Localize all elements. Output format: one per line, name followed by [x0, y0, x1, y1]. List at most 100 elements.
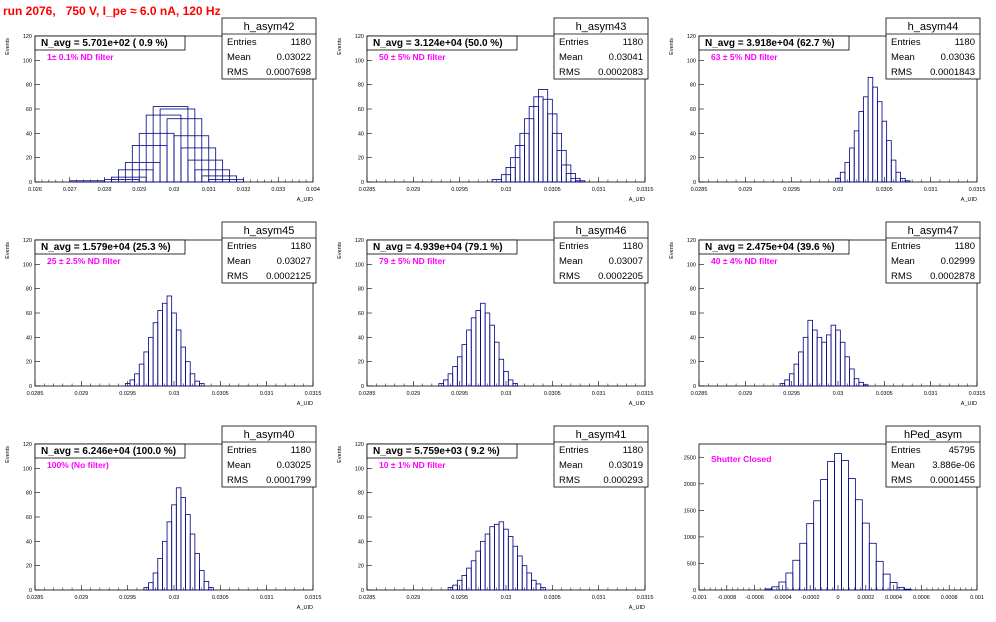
y-tick-label: 0	[693, 180, 696, 186]
stats-value: 1180	[623, 241, 643, 252]
histogram-bin	[858, 381, 864, 387]
histogram-bin	[890, 159, 897, 183]
x-tick-label: 0.03	[169, 187, 180, 193]
histogram-bin	[199, 383, 205, 387]
x-tick-label: 0	[836, 595, 839, 601]
y-tick-label: 120	[355, 238, 364, 244]
histogram-bin	[863, 384, 869, 387]
histogram-bin	[868, 542, 877, 591]
navg-label: N_avg = 2.475e+04 (39.6 %)	[705, 242, 835, 253]
y-tick-label: 60	[690, 107, 696, 113]
stats-key: Entries	[559, 445, 589, 456]
navg-box	[366, 443, 518, 459]
histogram-bin	[189, 373, 196, 387]
y-tick-label: 40	[690, 131, 696, 137]
y-tick-label: 120	[355, 442, 364, 448]
histogram-bin	[494, 341, 500, 387]
navg-label: N_avg = 6.246e+04 (100.0 %)	[41, 446, 176, 457]
histogram-bin	[875, 560, 884, 591]
histogram-bin	[771, 586, 780, 591]
histogram-bin	[208, 587, 214, 591]
x-tick-label: 0.029	[738, 187, 752, 193]
x-tick-label: 0.0285	[359, 187, 376, 193]
x-tick-label: 0.0008	[941, 595, 958, 601]
filter-label: 50 ± 5% ND filter	[379, 52, 446, 62]
x-tick-label: 0.029	[738, 391, 752, 397]
histogram-bin	[802, 336, 809, 387]
stats-key: Mean	[227, 52, 251, 63]
y-axis-label: Events	[5, 242, 11, 259]
x-tick-label: -0.001	[691, 595, 707, 601]
x-tick-label: 0.032	[237, 187, 251, 193]
histogram-bin	[173, 135, 210, 183]
stats-value: 1180	[291, 445, 311, 456]
histogram-bin	[844, 356, 850, 387]
y-tick-label: 100	[23, 466, 32, 472]
histogram-bin	[157, 310, 163, 387]
y-tick-label: 60	[26, 311, 32, 317]
histogram-bin	[521, 565, 528, 591]
y-tick-label: 0	[361, 180, 364, 186]
histogram-bin	[484, 312, 491, 387]
stats-key: RMS	[559, 475, 580, 486]
y-tick-label: 40	[358, 539, 364, 545]
x-tick-label: 0.031	[202, 187, 216, 193]
y-tick-label: 120	[23, 238, 32, 244]
run-title: run 2076, 750 V, I_pe ≈ 6.0 nA, 120 Hz	[3, 4, 221, 18]
stats-box	[885, 221, 981, 284]
y-axis-label: Events	[5, 38, 11, 55]
histogram-bin	[503, 370, 509, 387]
x-tick-label: 0.029	[74, 595, 88, 601]
navg-box	[34, 35, 186, 51]
histogram-bin	[480, 302, 486, 387]
stats-key: Entries	[559, 37, 589, 48]
stats-box	[553, 221, 649, 284]
navg-box	[698, 35, 850, 51]
y-tick-label: 120	[23, 442, 32, 448]
histogram-bin	[194, 553, 200, 591]
y-tick-label: 100	[355, 466, 364, 472]
stats-key: Mean	[891, 460, 915, 471]
navg-label: N_avg = 5.759e+03 ( 9.2 %)	[373, 446, 500, 457]
y-tick-label: 0	[693, 384, 696, 390]
histogram-bin	[69, 180, 105, 183]
x-tick-label: 0.031	[260, 391, 274, 397]
histogram-bin	[839, 341, 846, 387]
filter-label: 63 ± 5% ND filter	[711, 52, 778, 62]
filter-label: 40 ± 4% ND filter	[711, 256, 778, 266]
histogram-bin	[889, 582, 898, 591]
histogram-bin	[853, 130, 860, 183]
histogram-bin	[863, 96, 869, 183]
histogram-bin	[166, 521, 173, 591]
stats-value: 0.0001455	[930, 475, 975, 486]
x-tick-label: 0.0315	[637, 391, 654, 397]
x-tick-label: 0.027	[63, 187, 77, 193]
x-tick-label: 0.028	[98, 187, 112, 193]
histogram-bin	[118, 169, 154, 183]
histogram-bin	[124, 162, 161, 183]
navg-label: N_avg = 3.918e+04 (62.7 %)	[705, 38, 835, 49]
histogram-bin	[784, 379, 790, 387]
histogram-bin	[799, 542, 808, 591]
filter-label: 25 ± 2.5% ND filter	[47, 256, 121, 266]
histogram-bin	[208, 179, 244, 183]
x-tick-label: 0.031	[592, 595, 606, 601]
y-tick-label: 0	[29, 588, 32, 594]
x-tick-label: 0.033	[271, 187, 285, 193]
y-tick-label: 40	[26, 131, 32, 137]
histogram-bin	[145, 114, 182, 183]
x-tick-label: 0.0295	[783, 391, 800, 397]
y-tick-label: 20	[690, 156, 696, 162]
y-tick-label: 100	[355, 58, 364, 64]
y-tick-label: 120	[687, 238, 696, 244]
histogram-name: h_asym44	[908, 21, 959, 33]
histogram-bin	[484, 533, 491, 591]
x-tick-label: 0.0305	[212, 391, 229, 397]
histogram-bin	[494, 523, 500, 591]
histogram-panel-h_asym43: 0.0285 0.029 0.0295 0.03 0.0305 0.031 0.0315 0 2…	[337, 17, 653, 203]
x-tick-label: 0.031	[592, 391, 606, 397]
histogram-bin	[793, 363, 800, 387]
x-tick-label: 0.0285	[359, 595, 376, 601]
histogram-bin	[858, 111, 864, 183]
stats-value: 1180	[291, 241, 311, 252]
